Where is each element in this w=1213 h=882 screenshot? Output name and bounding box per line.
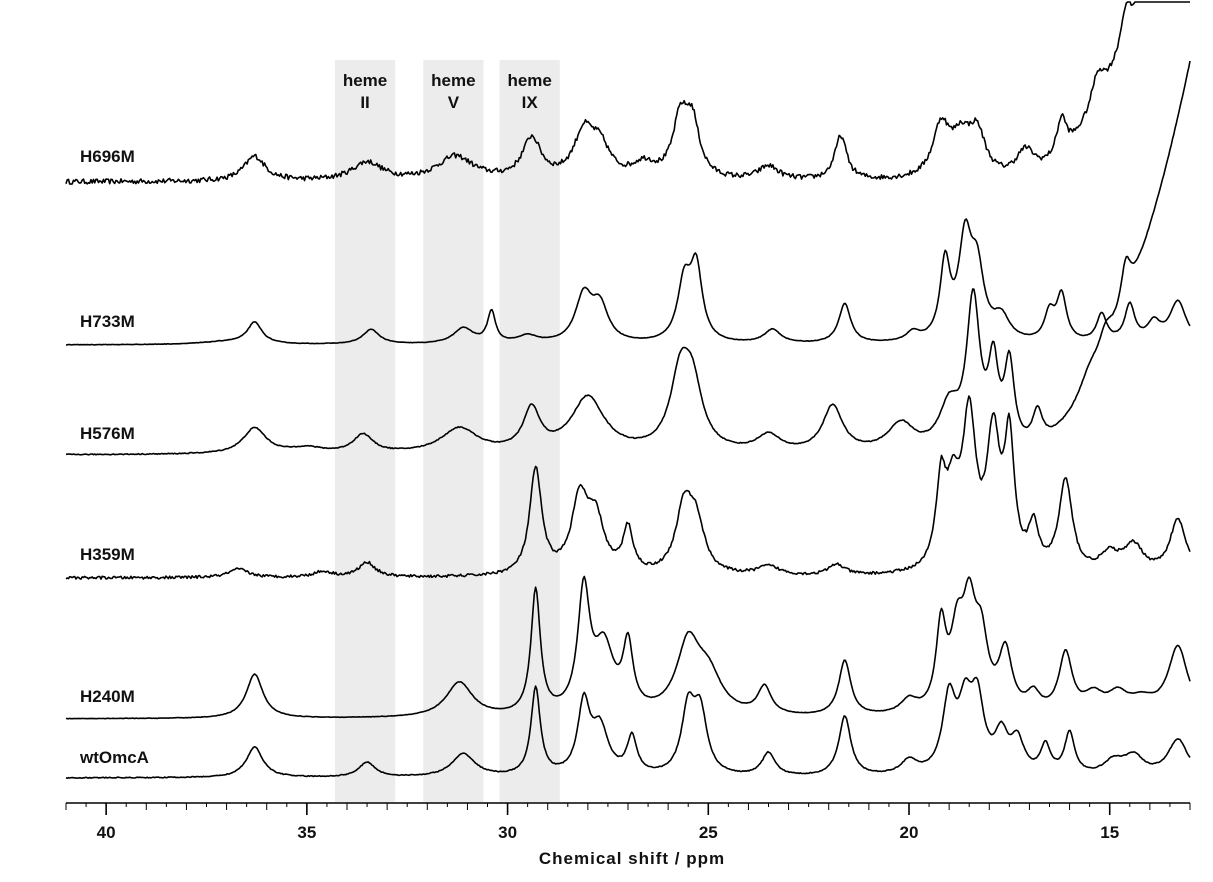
heme-label-3-line1: heme [507,71,551,90]
trace-H696M [65,1,1190,185]
heme-label-1-line2: II [360,93,369,112]
heme-band-2 [423,60,484,802]
tick-label-20: 20 [900,823,919,842]
spectrum-labels: H696M H733M H576M H359M H240M wtOmcA [79,147,149,767]
label-H696M: H696M [80,147,135,166]
trace-H733M [65,218,1191,346]
label-H359M: H359M [80,545,135,564]
heme-highlight-bands [334,60,560,802]
trace-wtOmcA [65,676,1191,779]
x-axis: 40 35 30 25 20 15 Chemical shift / ppm [65,802,1191,868]
x-axis-ticks [65,803,1191,815]
label-H240M: H240M [80,687,135,706]
trace-H576M [65,60,1191,456]
x-axis-title: Chemical shift / ppm [539,849,725,868]
heme-label-3-line2: IX [522,93,539,112]
tick-label-25: 25 [699,823,718,842]
trace-H240M [65,575,1191,720]
tick-label-40: 40 [97,823,116,842]
label-H576M: H576M [80,424,135,443]
label-H733M: H733M [80,312,135,331]
trace-H359M [65,395,1191,580]
heme-label-2-line1: heme [431,71,475,90]
heme-label-1-line1: heme [343,71,387,90]
x-axis-tick-labels: 40 35 30 25 20 15 [97,823,1119,842]
heme-band-1 [334,60,396,802]
label-wtOmcA: wtOmcA [79,748,149,767]
tick-label-35: 35 [297,823,316,842]
heme-label-2-line2: V [448,93,460,112]
tick-label-15: 15 [1100,823,1119,842]
tick-label-30: 30 [498,823,517,842]
spectra-traces [65,1,1191,779]
